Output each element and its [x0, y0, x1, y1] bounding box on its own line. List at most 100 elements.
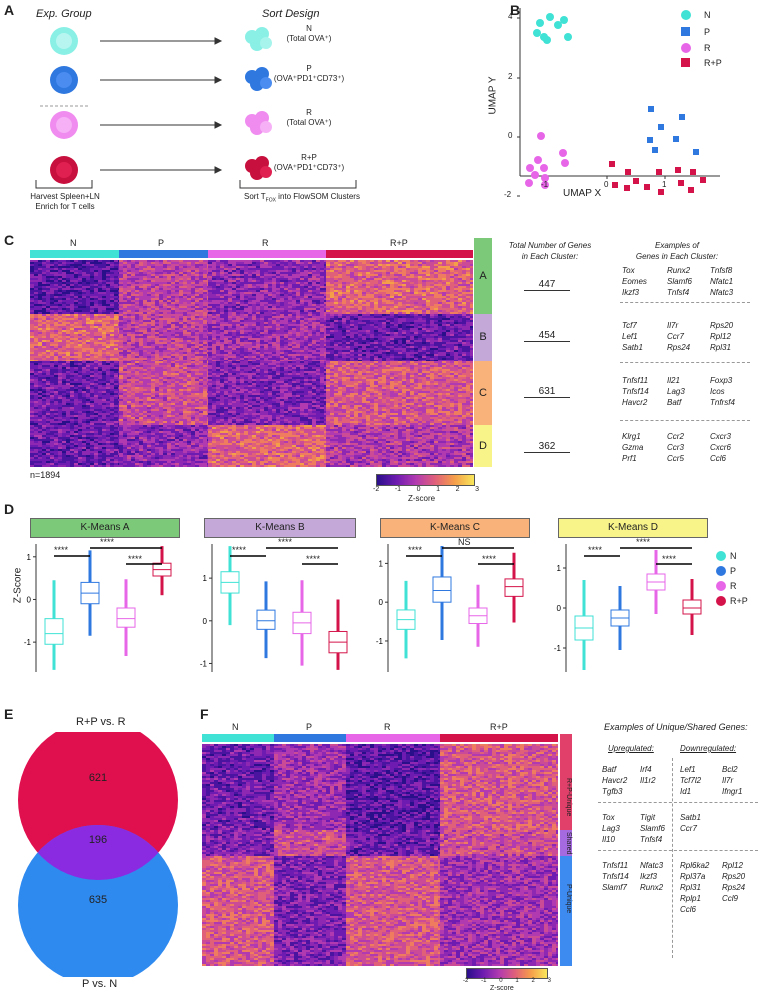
- heatmap-cell: [155, 330, 159, 332]
- heatmap-cell: [232, 276, 236, 278]
- heatmap-cell: [326, 284, 330, 286]
- heatmap-cell: [430, 314, 434, 316]
- heatmap-cell: [179, 346, 183, 348]
- heatmap-cell: [342, 338, 346, 340]
- heatmap-cell: [280, 308, 284, 310]
- heatmap-cell: [394, 304, 398, 306]
- heatmap-cell: [199, 278, 203, 280]
- heatmap-cell: [288, 282, 292, 284]
- heatmap-cell: [280, 286, 284, 288]
- heatmap-cell: [86, 290, 90, 292]
- heatmap-cell: [30, 320, 34, 322]
- heatmap-cell: [346, 266, 350, 268]
- heatmap-cell: [458, 268, 462, 270]
- heatmap-cell: [382, 328, 386, 330]
- heatmap-cell: [54, 274, 58, 276]
- heatmap-cell: [342, 322, 346, 324]
- heatmap-cell: [462, 328, 466, 330]
- heatmap-cell: [442, 284, 446, 286]
- heatmap-cell: [232, 306, 236, 308]
- heatmap-cell: [320, 334, 324, 336]
- heatmap-cell: [159, 336, 163, 338]
- heatmap-cell: [86, 316, 90, 318]
- heatmap-cell: [94, 286, 98, 288]
- heatmap-cell: [119, 296, 123, 298]
- heatmap-cell: [135, 310, 139, 312]
- heatmap-cell: [378, 302, 382, 304]
- heatmap-cell: [127, 300, 131, 302]
- heatmap-cell: [46, 318, 50, 320]
- heatmap-cell: [350, 312, 354, 314]
- heatmap-cell: [300, 274, 304, 276]
- heatmap-cell: [70, 292, 74, 294]
- heatmap-cell: [430, 266, 434, 268]
- heatmap-cell: [370, 282, 374, 284]
- heatmap-cell: [208, 340, 212, 342]
- heatmap-cell: [342, 280, 346, 282]
- heatmap-cell: [366, 312, 370, 314]
- heatmap-cell: [175, 264, 179, 266]
- heatmap-cell: [74, 280, 78, 282]
- heatmap-cell: [320, 346, 324, 348]
- heatmap-cell: [280, 288, 284, 290]
- heatmap-cell: [406, 330, 410, 332]
- heatmap-cell: [252, 294, 256, 296]
- heatmap-cell: [334, 268, 338, 270]
- heatmap-cell: [110, 264, 114, 266]
- heatmap-cell: [248, 340, 252, 342]
- heatmap-cell: [430, 306, 434, 308]
- heatmap-cell: [131, 264, 135, 266]
- heatmap-cell: [110, 290, 114, 292]
- heatmap-cell: [330, 280, 334, 282]
- heatmap-cell: [127, 346, 131, 348]
- heatmap-cell: [66, 298, 70, 300]
- heatmap-cell: [462, 268, 466, 270]
- heatmap-cell: [386, 334, 390, 336]
- heatmap-cell: [256, 278, 260, 280]
- heatmap-cell: [171, 324, 175, 326]
- heatmap-cell: [378, 340, 382, 342]
- heatmap-cell: [42, 330, 46, 332]
- heatmap-cell: [131, 318, 135, 320]
- heatmap-cell: [244, 310, 248, 312]
- heatmap-cell: [462, 288, 466, 290]
- heatmap-cell: [300, 324, 304, 326]
- heatmap-cell: [316, 296, 320, 298]
- heatmap-cell: [320, 294, 324, 296]
- heatmap-cell: [374, 316, 378, 318]
- heatmap-cell: [94, 338, 98, 340]
- heatmap-cell: [280, 326, 284, 328]
- heatmap-cell: [304, 264, 308, 266]
- heatmap-cell: [203, 314, 207, 316]
- heatmap-cell: [147, 260, 151, 262]
- heatmap-cell: [264, 312, 268, 314]
- heatmap-cell: [398, 304, 402, 306]
- heatmap-cell: [252, 302, 256, 304]
- heatmap-cell: [119, 310, 123, 312]
- heatmap-cell: [268, 274, 272, 276]
- heatmap-cell: [232, 282, 236, 284]
- heatmap-cell: [350, 288, 354, 290]
- heatmap-cell: [42, 268, 46, 270]
- heatmap-cell: [199, 340, 203, 342]
- heatmap-cell: [308, 324, 312, 326]
- heatmap-cell: [338, 312, 342, 314]
- heatmap-cell: [127, 342, 131, 344]
- heatmap-cell: [232, 334, 236, 336]
- heatmap-cell: [338, 304, 342, 306]
- heatmap-cell: [135, 280, 139, 282]
- heatmap-cell: [248, 336, 252, 338]
- heatmap-cell: [378, 310, 382, 312]
- heatmap-cell: [370, 324, 374, 326]
- heatmap-cell: [110, 300, 114, 302]
- heatmap-cell: [398, 292, 402, 294]
- heatmap-cell: [195, 266, 199, 268]
- heatmap-cell: [38, 280, 42, 282]
- heatmap-cell: [292, 270, 296, 272]
- heatmap-cell: [82, 300, 86, 302]
- heatmap-cell: [94, 290, 98, 292]
- heatmap-cell: [155, 310, 159, 312]
- heatmap-cell: [228, 262, 232, 264]
- heatmap-cell: [131, 342, 135, 344]
- heatmap-cell: [312, 300, 316, 302]
